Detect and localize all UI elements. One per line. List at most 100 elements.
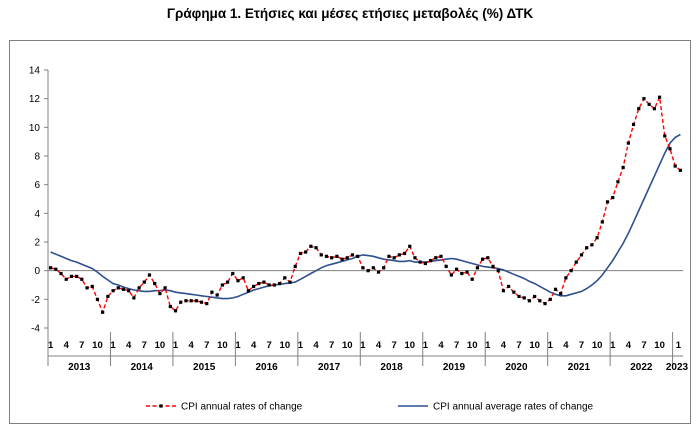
data-point-annual <box>605 200 610 204</box>
data-point-annual <box>210 290 214 294</box>
data-point-annual <box>101 310 105 314</box>
data-point-annual <box>637 107 641 111</box>
month-label: 1 <box>676 340 682 351</box>
chart-frame <box>9 40 691 424</box>
month-label: 7 <box>267 340 272 351</box>
data-point-annual <box>262 280 266 284</box>
data-point-annual <box>85 286 89 290</box>
month-label: 7 <box>641 340 646 351</box>
year-label: 2016 <box>255 362 278 373</box>
month-label: 7 <box>79 340 84 351</box>
data-point-annual <box>236 279 240 283</box>
data-point-annual <box>439 254 443 258</box>
data-point-annual <box>616 180 620 184</box>
data-point-annual <box>387 254 391 258</box>
data-point-annual <box>231 271 235 276</box>
y-tick-label: -4 <box>31 324 40 335</box>
year-label: 2020 <box>505 362 528 373</box>
data-point-annual <box>585 246 589 250</box>
data-point-annual <box>621 165 625 170</box>
data-point-annual <box>251 284 256 289</box>
year-label: 2019 <box>443 362 466 373</box>
data-point-annual <box>137 286 141 290</box>
data-point-annual <box>194 299 198 303</box>
data-point-annual <box>132 296 136 300</box>
y-tick-label: 10 <box>29 123 41 134</box>
data-point-annual <box>173 309 178 313</box>
data-point-annual <box>75 274 79 278</box>
data-point-annual <box>631 122 636 127</box>
data-point-annual <box>324 254 329 258</box>
data-point-annual <box>600 220 604 224</box>
data-point-annual <box>309 244 313 248</box>
data-point-annual <box>350 253 355 257</box>
data-point-annual <box>475 266 480 270</box>
data-point-annual <box>548 297 552 301</box>
data-point-annual <box>579 253 584 257</box>
month-label: 10 <box>155 340 166 351</box>
month-label: 1 <box>110 340 116 351</box>
y-tick-label: 4 <box>34 209 40 220</box>
month-label: 10 <box>592 340 603 351</box>
data-point-annual <box>361 266 365 270</box>
y-tick-label: 8 <box>34 152 40 163</box>
y-tick-label: 12 <box>29 94 41 105</box>
data-point-annual <box>428 259 433 263</box>
month-label: 4 <box>251 340 257 351</box>
year-label: 2023 <box>666 362 689 373</box>
data-point-annual <box>470 277 474 281</box>
data-point-annual <box>283 276 287 280</box>
data-point-annual <box>382 266 386 270</box>
data-point-annual <box>642 97 646 101</box>
y-tick-label: -2 <box>31 295 40 306</box>
month-label: 7 <box>516 340 521 351</box>
data-point-annual <box>449 273 453 277</box>
data-point-annual <box>257 281 261 286</box>
data-point-annual <box>574 260 578 264</box>
data-point-annual <box>444 264 448 268</box>
month-label: 1 <box>298 340 304 351</box>
month-label: 1 <box>610 340 616 351</box>
data-point-annual <box>80 277 84 281</box>
month-label: 1 <box>423 340 429 351</box>
month-label: 7 <box>204 340 209 351</box>
data-point-annual <box>158 292 162 296</box>
data-point-annual <box>402 251 407 256</box>
data-point-annual <box>142 280 146 284</box>
data-point-annual <box>314 246 318 250</box>
data-point-annual <box>90 284 94 289</box>
month-label: 4 <box>126 340 132 351</box>
data-point-annual <box>272 283 277 287</box>
data-point-annual <box>106 294 110 299</box>
data-point-annual <box>246 289 250 293</box>
y-tick-label: 14 <box>29 66 41 77</box>
data-point-annual <box>49 266 53 270</box>
data-point-annual <box>590 243 594 247</box>
month-label: 4 <box>376 340 382 351</box>
data-point-annual <box>543 302 547 306</box>
data-point-annual <box>163 286 167 290</box>
data-point-annual <box>626 141 630 145</box>
y-tick-label: 0 <box>34 266 40 277</box>
data-point-annual <box>215 293 219 297</box>
data-point-annual <box>652 107 656 111</box>
data-point-annual <box>465 270 469 274</box>
legend-label-average: CPI annual average rates of change <box>433 402 594 413</box>
data-point-annual <box>127 289 131 293</box>
data-point-annual <box>423 261 427 266</box>
month-label: 10 <box>529 340 540 351</box>
data-point-annual <box>408 244 412 248</box>
data-point-annual <box>595 236 599 240</box>
data-point-annual <box>278 281 282 286</box>
month-label: 1 <box>235 340 241 351</box>
data-point-annual <box>491 264 495 268</box>
data-point-annual <box>564 276 568 280</box>
month-label: 10 <box>217 340 228 351</box>
data-point-annual <box>668 147 672 151</box>
data-point-annual <box>418 260 422 264</box>
month-label: 1 <box>360 340 366 351</box>
y-tick-label: 6 <box>34 180 40 191</box>
data-point-annual <box>533 294 537 299</box>
data-point-annual <box>527 299 532 303</box>
